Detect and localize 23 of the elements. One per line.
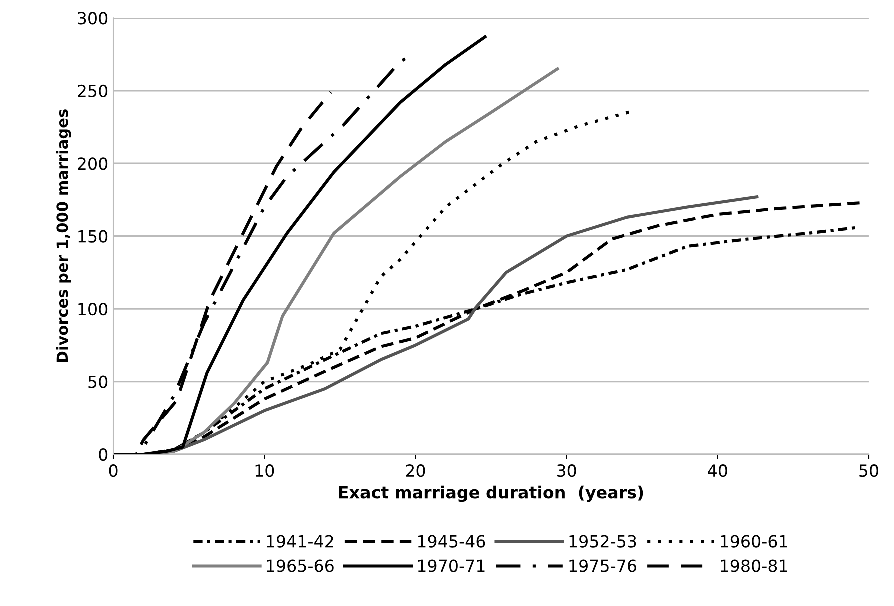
y-tick-label: 200 bbox=[78, 158, 108, 170]
legend-label: 1975-76 bbox=[570, 560, 637, 572]
legend-label: 1945-46 bbox=[418, 535, 486, 548]
x-axis-title: Exact marriage duration (years) bbox=[339, 486, 644, 502]
x-tick-label: 10 bbox=[256, 464, 274, 478]
legend-label: 1965-66 bbox=[267, 560, 334, 572]
legend-label: 1952-53 bbox=[570, 535, 636, 548]
y-tick-label: 100 bbox=[78, 303, 108, 316]
y-tick-label: 250 bbox=[78, 84, 108, 98]
legend-label: 1941-42 bbox=[267, 535, 334, 548]
legend-label: 1960-61 bbox=[721, 535, 788, 548]
legend-label: 1970-71 bbox=[418, 560, 485, 572]
x-tick-label: 0 bbox=[109, 464, 118, 478]
y-tick-label: 150 bbox=[78, 230, 108, 243]
x-tick-label: 30 bbox=[557, 464, 576, 478]
y-tick-label: 300 bbox=[78, 12, 108, 25]
x-tick-label: 50 bbox=[860, 464, 878, 478]
legend-label: 1980-81 bbox=[721, 560, 788, 572]
x-tick-label: 20 bbox=[406, 464, 426, 478]
x-tick-label: 40 bbox=[708, 464, 728, 478]
y-tick-label: 50 bbox=[88, 376, 108, 388]
y-tick-label: 0 bbox=[99, 448, 108, 462]
y-axis-title: Divorces per 1,000 marriages bbox=[56, 110, 72, 362]
